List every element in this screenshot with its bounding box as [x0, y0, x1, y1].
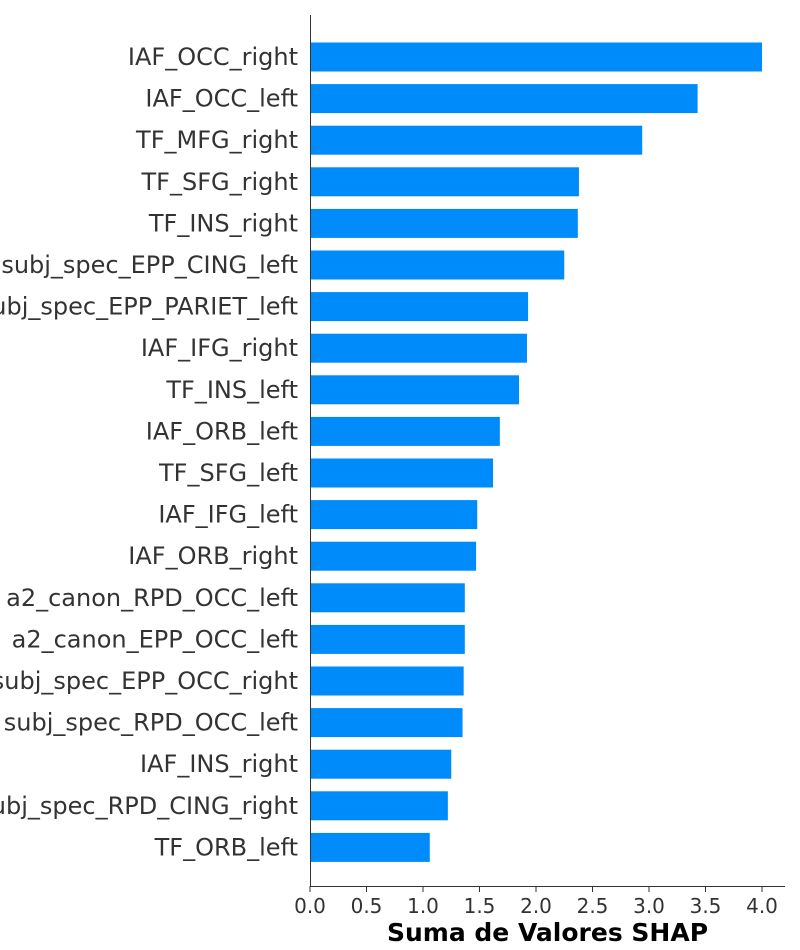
x-tick-label: 3.0	[633, 894, 665, 918]
bar	[310, 42, 762, 72]
bar	[310, 583, 465, 613]
bar	[310, 250, 565, 280]
category-label: TF_ORB_left	[154, 833, 298, 861]
bar	[310, 832, 430, 862]
category-label: subj_spec_EPP_CING_left	[1, 251, 298, 279]
x-tick-label: 2.5	[577, 894, 609, 918]
category-label: IAF_ORB_right	[128, 542, 298, 570]
category-label: IAF_OCC_right	[128, 43, 298, 71]
category-label: TF_SFG_right	[141, 168, 299, 196]
bar	[310, 375, 520, 405]
bar	[310, 84, 698, 114]
x-tick-label: 0.0	[294, 894, 326, 918]
category-label: TF_MFG_right	[135, 126, 298, 154]
x-tick-label: 4.0	[746, 894, 778, 918]
bars-group	[310, 42, 762, 862]
bar	[310, 458, 494, 488]
category-label: a2_canon_EPP_OCC_left	[12, 625, 298, 653]
bar	[310, 292, 529, 322]
x-tick-label: 1.0	[407, 894, 439, 918]
bar	[310, 333, 527, 363]
x-axis-title: Suma de Valores SHAP	[387, 918, 708, 947]
category-label: IAF_IFG_right	[141, 334, 298, 362]
bar	[310, 416, 500, 446]
x-ticks-group: 0.0 0.5 1.0 1.5 2.0 2.5 3.0 3.5 4.0	[294, 886, 778, 918]
category-label: IAF_OCC_left	[145, 85, 298, 113]
category-label: IAF_ORB_left	[146, 417, 298, 445]
category-label: IAF_IFG_left	[158, 501, 298, 529]
bar	[310, 624, 465, 654]
bar	[310, 541, 477, 571]
category-label: TF_INS_right	[148, 209, 298, 237]
bar	[310, 500, 478, 530]
bar	[310, 125, 643, 155]
category-label: subj_spec_RPD_OCC_left	[4, 709, 298, 737]
bar	[310, 749, 452, 779]
category-label: TF_SFG_left	[158, 459, 298, 487]
category-labels-group: IAF_OCC_right IAF_OCC_left TF_MFG_right TF_…	[0, 43, 298, 861]
category-label: IAF_INS_right	[140, 750, 298, 778]
x-tick-label: 0.5	[351, 894, 383, 918]
category-label: subj_spec_RPD_CING_right	[0, 792, 298, 820]
category-label: a2_canon_RPD_OCC_left	[6, 584, 298, 612]
x-tick-label: 2.0	[520, 894, 552, 918]
bar	[310, 167, 579, 197]
category-label: subj_spec_EPP_PARIET_left	[0, 293, 298, 321]
x-tick-label: 3.5	[690, 894, 722, 918]
category-label: TF_INS_left	[165, 376, 298, 404]
x-tick-label: 1.5	[464, 894, 496, 918]
category-label: subj_spec_EPP_OCC_right	[0, 667, 298, 695]
bar	[310, 708, 463, 738]
bar	[310, 208, 578, 238]
bar	[310, 666, 464, 696]
bar	[310, 791, 448, 821]
